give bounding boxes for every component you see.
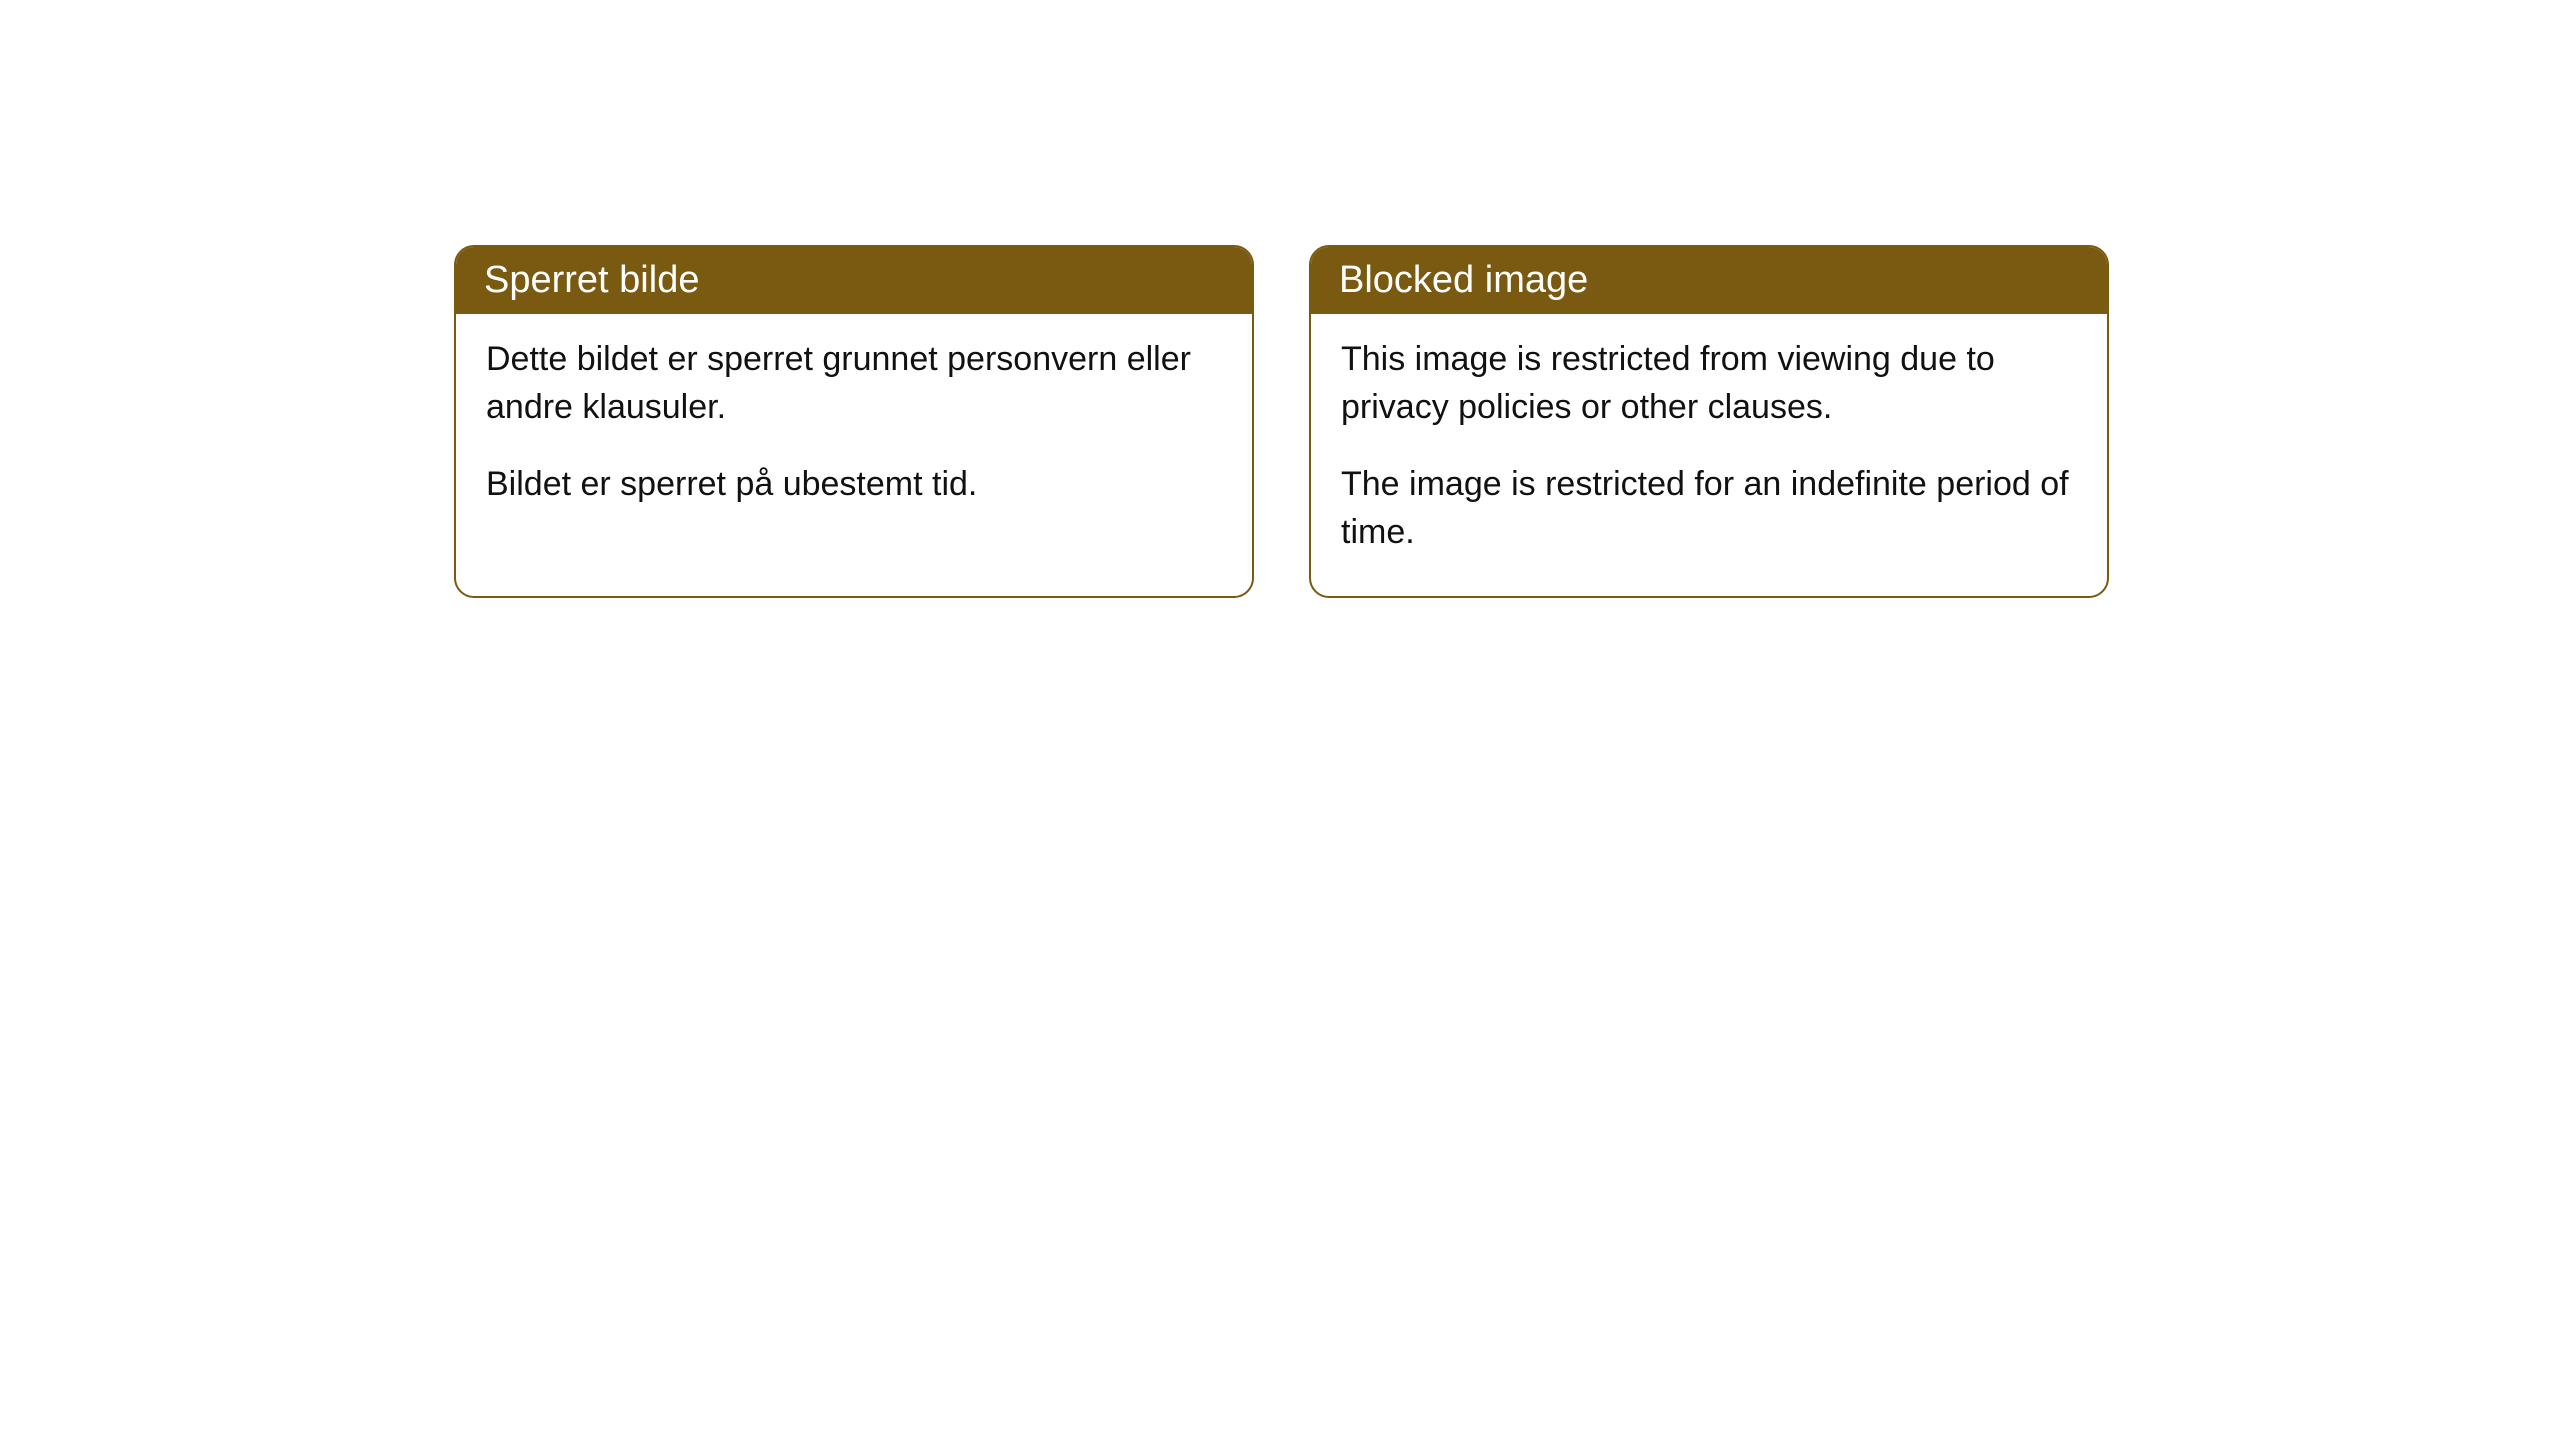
card-title: Sperret bilde [484,259,699,301]
card-header-norwegian: Sperret bilde [456,247,1252,314]
card-paragraph: Dette bildet er sperret grunnet personve… [486,336,1222,431]
card-paragraph: The image is restricted for an indefinit… [1341,461,2077,556]
blocked-image-card-norwegian: Sperret bilde Dette bildet er sperret gr… [454,245,1254,598]
blocked-image-card-english: Blocked image This image is restricted f… [1309,245,2109,598]
card-header-english: Blocked image [1311,247,2107,314]
card-body-norwegian: Dette bildet er sperret grunnet personve… [456,314,1252,549]
card-title: Blocked image [1339,259,1588,301]
card-paragraph: Bildet er sperret på ubestemt tid. [486,461,1222,509]
card-paragraph: This image is restricted from viewing du… [1341,336,2077,431]
notice-cards-container: Sperret bilde Dette bildet er sperret gr… [454,245,2109,598]
card-body-english: This image is restricted from viewing du… [1311,314,2107,596]
